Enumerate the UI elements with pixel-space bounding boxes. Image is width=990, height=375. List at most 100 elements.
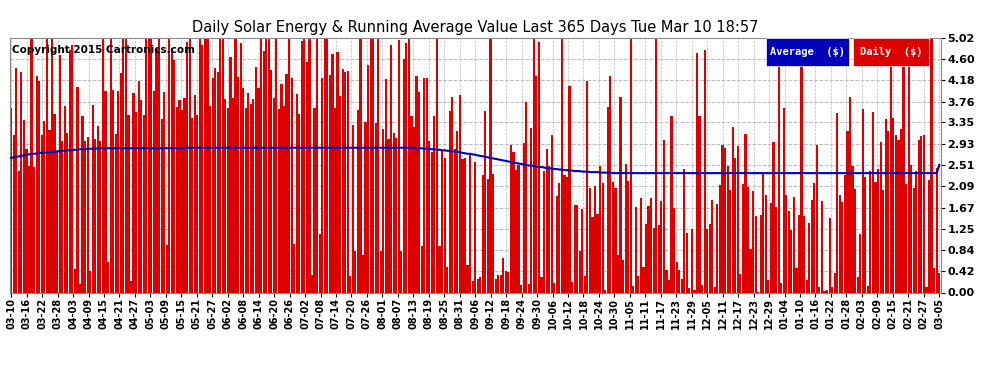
Bar — [283, 106, 285, 292]
Bar — [92, 105, 94, 292]
Bar — [678, 270, 680, 292]
Bar — [41, 135, 43, 292]
Bar — [647, 207, 649, 292]
Bar — [390, 45, 392, 292]
Bar — [560, 38, 563, 292]
Bar — [630, 38, 632, 292]
Bar — [897, 140, 900, 292]
Bar — [811, 200, 813, 292]
Bar — [892, 118, 894, 292]
Bar — [643, 267, 644, 292]
Bar — [254, 67, 257, 292]
Bar — [245, 108, 247, 292]
Bar — [724, 148, 726, 292]
Bar — [212, 78, 214, 292]
Title: Daily Solar Energy & Running Average Value Last 365 Days Tue Mar 10 18:57: Daily Solar Energy & Running Average Val… — [192, 20, 758, 35]
Bar — [416, 76, 418, 292]
Bar — [23, 120, 25, 292]
Bar — [31, 38, 33, 292]
Bar — [936, 168, 938, 292]
Bar — [405, 43, 408, 292]
Bar — [602, 183, 604, 292]
Bar — [591, 217, 594, 292]
Bar — [885, 119, 887, 292]
Bar — [138, 81, 140, 292]
Bar — [204, 38, 206, 292]
Bar — [518, 165, 520, 292]
Bar — [230, 57, 232, 292]
Bar — [125, 38, 127, 292]
Bar — [525, 102, 528, 292]
Bar — [584, 276, 586, 292]
Bar — [926, 287, 928, 292]
Bar — [275, 38, 277, 292]
Bar — [301, 40, 303, 292]
Bar — [813, 183, 816, 292]
Bar — [543, 171, 545, 292]
Bar — [879, 142, 882, 292]
Bar — [578, 251, 581, 292]
Bar — [913, 188, 915, 292]
FancyBboxPatch shape — [853, 38, 930, 66]
Bar — [334, 108, 336, 292]
Bar — [235, 38, 237, 292]
Bar — [115, 134, 117, 292]
Bar — [808, 223, 810, 292]
Bar — [752, 191, 754, 292]
Bar — [737, 146, 739, 292]
Bar — [660, 201, 662, 292]
Bar — [915, 171, 918, 292]
Bar — [120, 73, 122, 292]
Bar — [165, 245, 167, 292]
Bar — [359, 38, 361, 292]
Bar — [469, 154, 471, 292]
Bar — [163, 92, 165, 292]
Bar — [688, 288, 690, 292]
Bar — [262, 51, 264, 292]
Bar — [686, 232, 688, 292]
Bar — [446, 267, 448, 292]
Bar — [874, 182, 876, 292]
Bar — [74, 269, 76, 292]
Bar — [181, 110, 183, 292]
Text: Copyright 2015 Cartronics.com: Copyright 2015 Cartronics.com — [12, 45, 195, 55]
Bar — [749, 249, 751, 292]
Bar — [548, 166, 550, 292]
Bar — [482, 175, 484, 292]
Bar — [50, 38, 53, 292]
Bar — [349, 276, 351, 292]
Bar — [280, 84, 282, 292]
Bar — [533, 38, 535, 292]
Bar — [178, 100, 180, 292]
Bar — [550, 135, 552, 292]
Bar — [520, 285, 522, 292]
Bar — [267, 38, 269, 292]
Bar — [563, 175, 565, 292]
Bar — [160, 119, 162, 292]
Bar — [609, 76, 612, 292]
Bar — [152, 92, 155, 292]
Bar — [10, 108, 12, 292]
Bar — [53, 114, 55, 292]
Bar — [864, 177, 866, 292]
Bar — [128, 115, 130, 292]
Bar — [206, 38, 209, 292]
Bar — [859, 234, 861, 292]
Bar — [900, 129, 902, 292]
Bar — [607, 107, 609, 292]
Bar — [148, 38, 149, 292]
Bar — [701, 285, 703, 292]
Bar — [806, 280, 808, 292]
Bar — [510, 146, 512, 292]
Bar — [356, 110, 359, 292]
Bar — [104, 91, 107, 292]
Bar — [798, 215, 800, 292]
Bar — [97, 126, 99, 292]
Bar — [513, 152, 515, 292]
Bar — [492, 174, 494, 292]
Bar — [227, 108, 229, 292]
Bar — [819, 287, 821, 292]
Bar — [921, 136, 923, 292]
Bar — [801, 38, 803, 292]
Bar — [895, 135, 897, 292]
